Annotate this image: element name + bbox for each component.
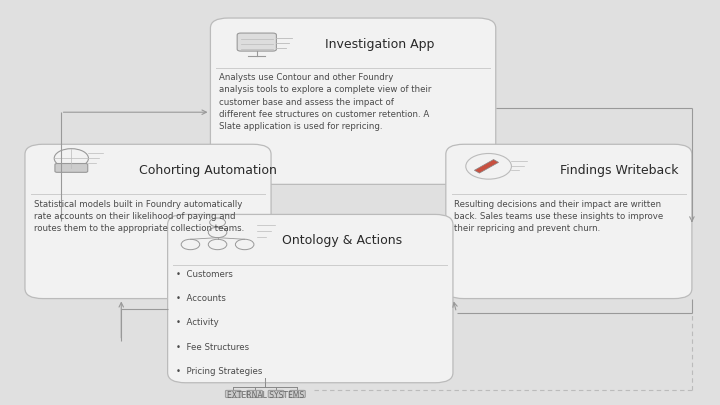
FancyBboxPatch shape (237, 33, 276, 51)
Text: EXTERNAL SYSTEMS: EXTERNAL SYSTEMS (227, 391, 304, 400)
Text: Cohorting Automation: Cohorting Automation (139, 164, 277, 177)
FancyBboxPatch shape (289, 390, 305, 398)
FancyBboxPatch shape (269, 390, 284, 398)
Text: •  Customers

•  Accounts

•  Activity

•  Fee Structures

•  Pricing Strategies: • Customers • Accounts • Activity • Fee … (176, 270, 263, 376)
Polygon shape (474, 160, 498, 173)
FancyBboxPatch shape (446, 144, 692, 298)
FancyBboxPatch shape (225, 390, 241, 398)
Text: Investigation App: Investigation App (325, 38, 434, 51)
Text: Analysts use Contour and other Foundry
analysis tools to explore a complete view: Analysts use Contour and other Foundry a… (219, 73, 431, 131)
Text: Statistical models built in Foundry automatically
rate accounts on their likelih: Statistical models built in Foundry auto… (34, 200, 244, 233)
FancyBboxPatch shape (210, 18, 496, 184)
FancyBboxPatch shape (25, 144, 271, 298)
FancyBboxPatch shape (168, 214, 453, 383)
FancyBboxPatch shape (247, 390, 263, 398)
FancyBboxPatch shape (55, 164, 88, 173)
Text: Resulting decisions and their impact are written
back. Sales teams use these ins: Resulting decisions and their impact are… (454, 200, 664, 233)
Text: Findings Writeback: Findings Writeback (560, 164, 678, 177)
Text: Ontology & Actions: Ontology & Actions (282, 234, 402, 247)
